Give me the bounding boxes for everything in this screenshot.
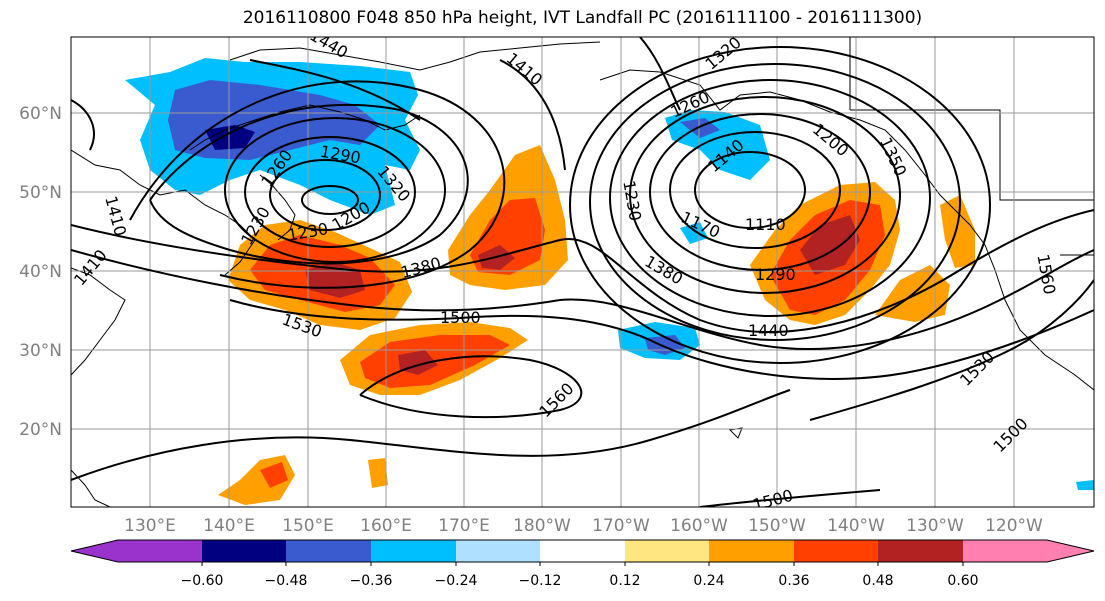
- colorbar-segment: [456, 540, 540, 562]
- colorbar-segment: [540, 540, 625, 562]
- colorbar-segment: [118, 540, 202, 562]
- lon-label: 140°E: [203, 516, 255, 536]
- latitude-labels: 60°N 50°N 40°N 30°N 20°N: [19, 104, 62, 440]
- contour-label: 1500: [440, 308, 481, 327]
- lat-label: 30°N: [19, 341, 62, 361]
- gridlines: [71, 37, 1094, 507]
- colorbar-segment: [878, 540, 963, 562]
- colorbar-segment: [709, 540, 794, 562]
- height-contours: [71, 37, 1094, 507]
- map-title: 2016110800 F048 850 hPa height, IVT Land…: [242, 8, 923, 28]
- colorbar-tick-label: −0.60: [181, 573, 224, 589]
- colorbar-segment: [371, 540, 456, 562]
- lon-label: 130°W: [906, 516, 964, 536]
- lat-label: 20°N: [19, 420, 62, 440]
- colorbar-segment: [794, 540, 878, 562]
- ivt-positive-region: [368, 458, 388, 488]
- contour-label: 1440: [748, 321, 789, 340]
- longitude-labels: 130°E 140°E 150°E 160°E 170°E 180°W 170°…: [124, 516, 1043, 536]
- lon-label: 120°W: [985, 516, 1043, 536]
- colorbar-segment: [625, 540, 709, 562]
- lon-label: 160°W: [670, 516, 728, 536]
- colorbar-tick-label: 0.48: [862, 573, 893, 589]
- colorbar-tick-label: 0.12: [609, 573, 640, 589]
- colorbar-tick-label: −0.12: [519, 573, 562, 589]
- colorbar-tick-label: −0.48: [265, 573, 308, 589]
- colorbar-tick-label: 0.24: [693, 573, 724, 589]
- ivt-negative-peak: [205, 125, 255, 150]
- lat-label: 50°N: [19, 183, 62, 203]
- lat-label: 40°N: [19, 262, 62, 282]
- ivt-negative-region: [680, 222, 708, 244]
- map-frame: [70, 36, 1095, 508]
- ivt-positive-core: [260, 462, 288, 488]
- colorbar-segment: [286, 540, 371, 562]
- lon-label: 150°E: [282, 516, 334, 536]
- lon-label: 140°W: [827, 516, 885, 536]
- lon-label: 180°W: [513, 516, 571, 536]
- map-plot-area: 1440 1410 1320 1260 1290 1320 1200 1230 …: [71, 37, 1094, 507]
- colorbar-extend-high: [1047, 540, 1094, 562]
- colorbar: −0.60 −0.48 −0.36 −0.24 −0.12 0.12 0.24 …: [70, 539, 1095, 589]
- colorbar-segment: [963, 540, 1047, 562]
- colorbar-tick-label: 0.36: [778, 573, 809, 589]
- contour-label: 1290: [755, 265, 796, 284]
- lon-label: 150°W: [748, 516, 806, 536]
- lon-label: 170°E: [438, 516, 490, 536]
- colorbar-tick-label: −0.36: [350, 573, 393, 589]
- colorbar-tick-label: 0.60: [947, 573, 978, 589]
- colorbar-extend-low: [71, 540, 118, 562]
- lon-label: 170°W: [592, 516, 650, 536]
- lat-label: 60°N: [19, 104, 62, 124]
- contour-label: 1110: [745, 215, 786, 234]
- colorbar-outline: [70, 539, 1095, 563]
- lon-label: 160°E: [360, 516, 412, 536]
- colorbar-segment: [202, 540, 286, 562]
- ivt-positive-region: [1076, 480, 1094, 490]
- lon-label: 130°E: [124, 516, 176, 536]
- colorbar-tick-label: −0.24: [435, 573, 478, 589]
